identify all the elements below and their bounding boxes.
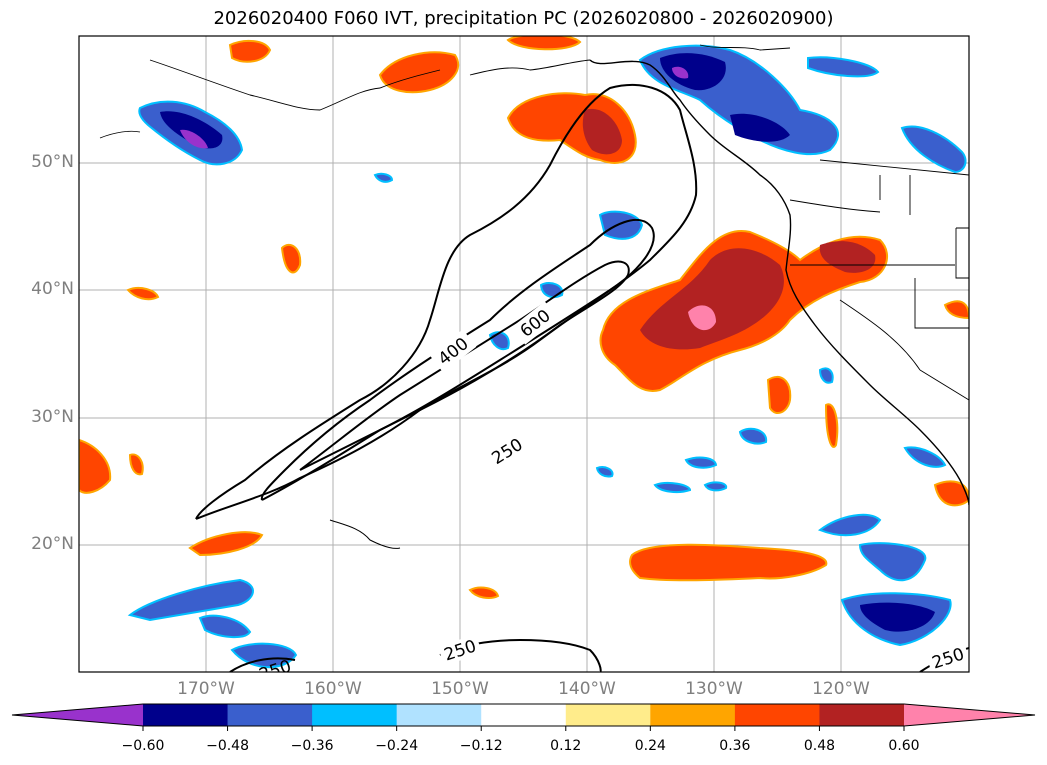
contour-250-sw: [229, 657, 296, 672]
lon-label-160w: 160°W: [304, 679, 362, 699]
colorbar-tick-label: −0.60: [121, 738, 165, 754]
colorbar-tick-label: −0.24: [375, 738, 419, 754]
lat-label-30n: 30°N: [31, 407, 74, 427]
blob-pos-west-edge: [79, 438, 112, 494]
lon-label-170w: 170°W: [177, 679, 235, 699]
contour-600: [299, 260, 630, 471]
colorbar-tick-label: 0.36: [719, 738, 751, 754]
colorbar-segment: [481, 704, 567, 726]
colorbar-tick-label: 0.48: [803, 738, 836, 754]
lon-label-140w: 140°W: [558, 679, 616, 699]
lon-label-130w: 130°W: [685, 679, 743, 699]
colorbar-tick-label: −0.36: [290, 738, 334, 754]
colorbar-tick-label: −0.48: [206, 738, 249, 754]
colorbar-segment: [650, 704, 736, 726]
colorbar-segment: [143, 704, 229, 726]
colorbar-segment: [565, 704, 651, 726]
colorbar-extend-max: [904, 704, 1035, 726]
lon-label-150w: 150°W: [431, 679, 489, 699]
map-frame: [78, 35, 970, 673]
contour-400: [260, 218, 655, 501]
lat-label-20n: 20°N: [31, 534, 74, 554]
colorbar-segment: [819, 704, 905, 726]
lat-label-40n: 40°N: [31, 279, 74, 299]
colorbar-segment: [734, 704, 820, 726]
colorbar-extend-min: [12, 704, 143, 726]
contour-label-backgrounds: [429, 301, 969, 672]
lat-label-50n: 50°N: [31, 152, 74, 172]
colorbar-tick-label: 0.12: [550, 738, 582, 754]
lon-label-120w: 120°W: [812, 679, 870, 699]
colorbar-segment: [396, 704, 482, 726]
blob-pos-bering: [378, 51, 460, 94]
colorbar-segment: [227, 704, 313, 726]
precip-positive-blobs: [79, 36, 969, 599]
map-title: 2026020400 F060 IVT, precipitation PC (2…: [213, 8, 834, 29]
precip-negative-blobs: [127, 44, 967, 669]
colorbar-tick-label: 0.24: [634, 738, 666, 754]
colorbar-segment: [312, 704, 398, 726]
colorbar-tick-label: −0.12: [459, 738, 503, 754]
coastlines: [99, 44, 969, 549]
colorbar-tick-label: 0.60: [888, 738, 920, 754]
colorbar-segments: [11, 703, 1036, 731]
